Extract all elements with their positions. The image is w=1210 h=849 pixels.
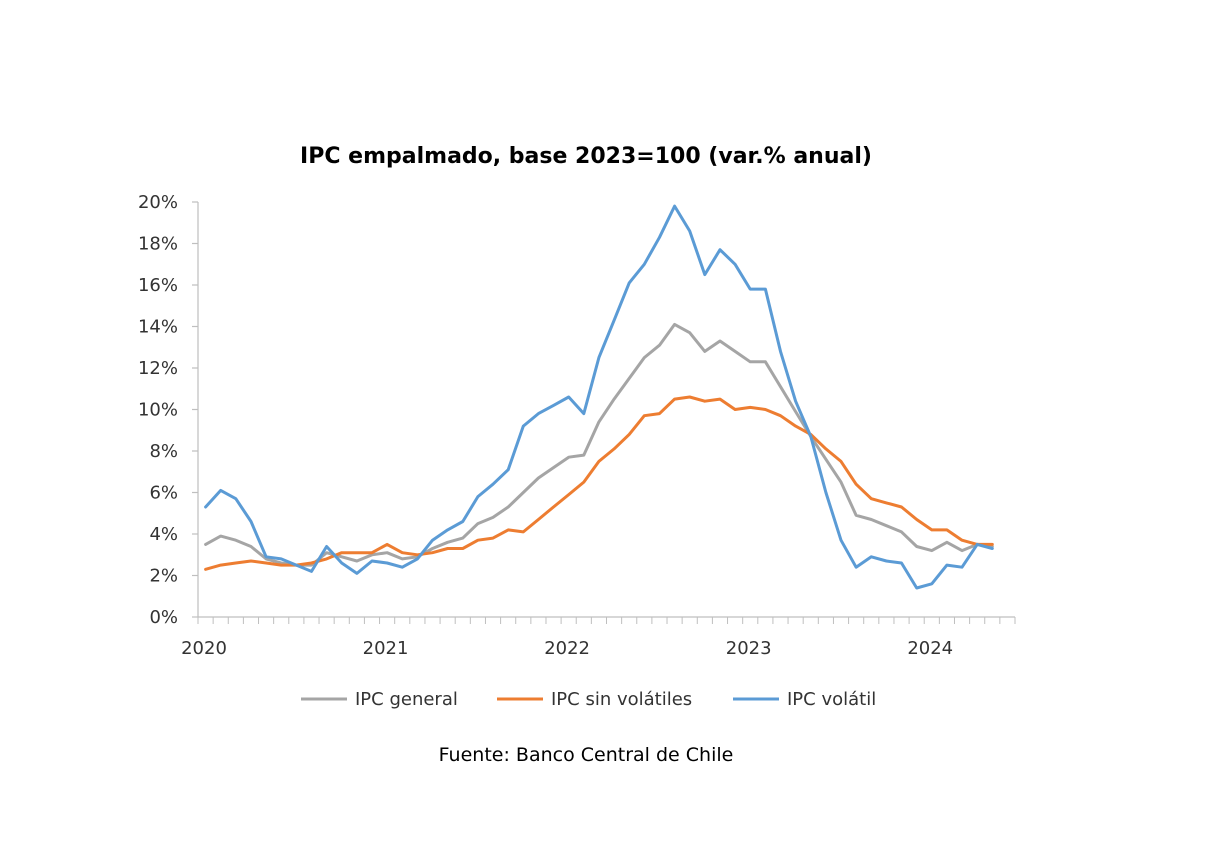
y-tick-label: 10% bbox=[138, 400, 178, 421]
legend: IPC general IPC sin volátiles IPC volátil bbox=[301, 689, 876, 710]
series-line-3 bbox=[204, 204, 994, 590]
legend-label: IPC volátil bbox=[787, 689, 876, 710]
legend-label: IPC sin volátiles bbox=[551, 689, 692, 710]
source-note: Fuente: Banco Central de Chile bbox=[439, 744, 734, 766]
y-tick-label: 14% bbox=[138, 317, 178, 338]
x-tick-label: 2023 bbox=[726, 638, 772, 659]
y-tick-label: 4% bbox=[149, 524, 178, 545]
x-tick-label: 2021 bbox=[363, 638, 409, 659]
legend-label: IPC general bbox=[355, 689, 458, 710]
x-tick-label: 2022 bbox=[544, 638, 590, 659]
series-line-2 bbox=[204, 395, 994, 571]
y-tick-label: 2% bbox=[149, 566, 178, 587]
y-tick-label: 12% bbox=[138, 358, 178, 379]
y-tick-label: 8% bbox=[149, 441, 178, 462]
chart-title: IPC empalmado, base 2023=100 (var.% anua… bbox=[300, 144, 872, 169]
axes: 0% 2% 4% 6% 8% 10% 12% 14% 16% 18% 20% 2020 2021 2022… bbox=[138, 192, 1016, 659]
y-tick-label: 20% bbox=[138, 192, 178, 213]
x-tick-label: 2020 bbox=[181, 638, 227, 659]
x-tick-label: 2024 bbox=[907, 638, 953, 659]
y-tick-label: 0% bbox=[149, 607, 178, 628]
y-tick-label: 16% bbox=[138, 275, 178, 296]
y-tick-label: 18% bbox=[138, 234, 178, 255]
series-layer bbox=[204, 204, 994, 590]
y-tick-label: 6% bbox=[149, 483, 178, 504]
